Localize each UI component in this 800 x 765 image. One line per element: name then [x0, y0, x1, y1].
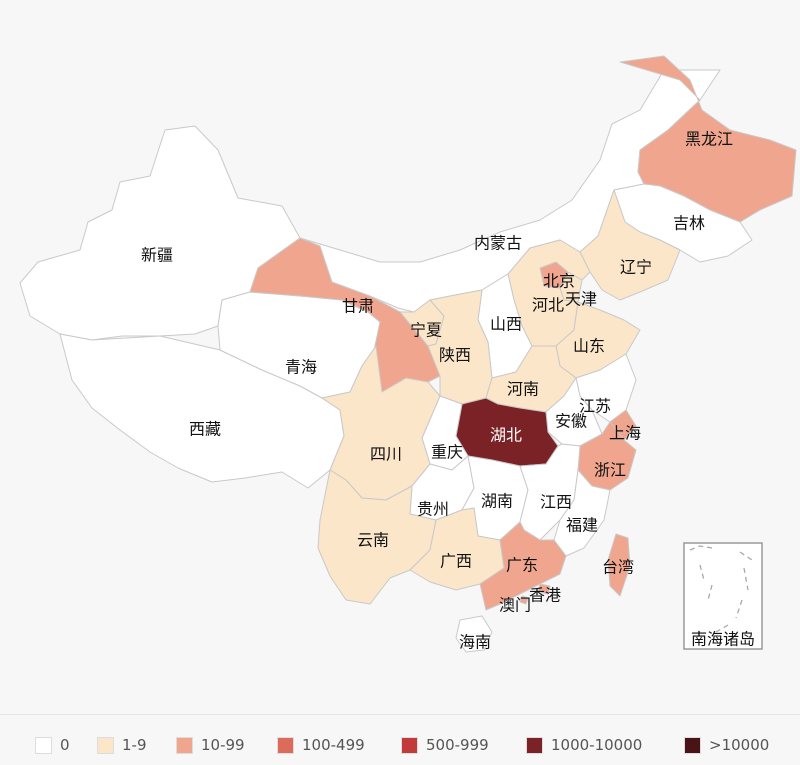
province-label-5: 黑龙江	[685, 130, 733, 149]
province-label-18: 上海	[609, 424, 641, 443]
province-label-0: 新疆	[141, 246, 173, 265]
province-label-27: 云南	[357, 531, 389, 550]
province-label-3: 甘肃	[342, 297, 374, 316]
province-label-15: 河南	[507, 380, 539, 399]
province-region-0[interactable]	[19, 125, 301, 341]
legend-label: 500-999	[426, 736, 489, 754]
legend-item-5[interactable]: 1000-10000	[526, 735, 642, 755]
province-label-11: 山西	[490, 315, 522, 334]
legend-swatch	[401, 736, 418, 754]
legend-item-0[interactable]: 0	[35, 735, 70, 755]
legend-label: 1000-10000	[551, 736, 643, 754]
legend-label: 1-9	[122, 736, 147, 754]
province-region-32[interactable]	[519, 595, 529, 605]
province-label-4: 内蒙古	[474, 234, 522, 253]
legend-swatch	[97, 736, 114, 754]
province-region-33[interactable]	[455, 615, 493, 653]
province-label-31: 香港	[529, 586, 561, 605]
legend-item-6[interactable]: >10000	[684, 735, 769, 755]
inset-label: 南海诸岛	[691, 630, 755, 649]
south-china-sea-inset: 南海诸岛	[683, 542, 763, 650]
province-label-30: 台湾	[602, 558, 634, 577]
province-label-21: 四川	[370, 445, 402, 464]
legend-swatch	[684, 736, 701, 754]
province-label-26: 福建	[566, 516, 598, 535]
province-label-10: 河北	[532, 296, 564, 315]
province-label-2: 青海	[285, 358, 317, 377]
legend-label: >10000	[709, 736, 770, 754]
province-label-23: 贵州	[417, 500, 449, 519]
province-label-32: 澳门	[499, 596, 531, 615]
inset-frame	[683, 542, 763, 650]
legend: 0 1-9 10-99 100-499 500-999 1000-10000 >10000	[0, 714, 800, 765]
province-label-28: 广西	[440, 552, 472, 571]
province-label-17: 安徽	[555, 412, 587, 431]
province-label-29: 广东	[506, 556, 538, 575]
province-label-20: 重庆	[431, 443, 463, 462]
province-region-17[interactable]	[545, 377, 603, 447]
province-label-6: 吉林	[673, 214, 705, 233]
nine-dash-line-icon	[689, 545, 753, 633]
legend-swatch	[176, 736, 193, 754]
province-region-29[interactable]	[479, 521, 567, 611]
province-label-33: 海南	[459, 633, 491, 652]
province-label-24: 湖南	[481, 492, 513, 511]
province-label-25: 江西	[540, 493, 572, 512]
legend-label: 10-99	[201, 736, 245, 754]
province-label-12: 宁夏	[410, 321, 442, 340]
province-region-21[interactable]	[321, 345, 441, 501]
legend-item-3[interactable]: 100-499	[277, 735, 365, 755]
legend-swatch	[526, 736, 543, 754]
province-label-7: 辽宁	[620, 258, 652, 277]
province-label-9: 天津	[565, 290, 597, 309]
legend-item-2[interactable]: 10-99	[176, 735, 245, 755]
legend-label: 0	[60, 736, 70, 754]
legend-label: 100-499	[302, 736, 365, 754]
province-label-19: 湖北	[490, 426, 522, 445]
province-label-8: 北京	[543, 272, 575, 291]
province-label-22: 浙江	[594, 461, 626, 480]
legend-swatch	[277, 736, 294, 754]
legend-item-4[interactable]: 500-999	[401, 735, 489, 755]
province-label-13: 陕西	[439, 346, 471, 365]
province-label-1: 西藏	[189, 420, 221, 439]
province-region-26[interactable]	[553, 469, 611, 557]
province-regions	[19, 55, 797, 653]
legend-swatch	[35, 736, 52, 754]
province-region-30[interactable]	[607, 533, 631, 597]
province-region-31[interactable]	[537, 583, 551, 595]
province-label-16: 江苏	[579, 397, 611, 416]
province-label-14: 山东	[573, 337, 605, 356]
legend-item-1[interactable]: 1-9	[97, 735, 147, 755]
